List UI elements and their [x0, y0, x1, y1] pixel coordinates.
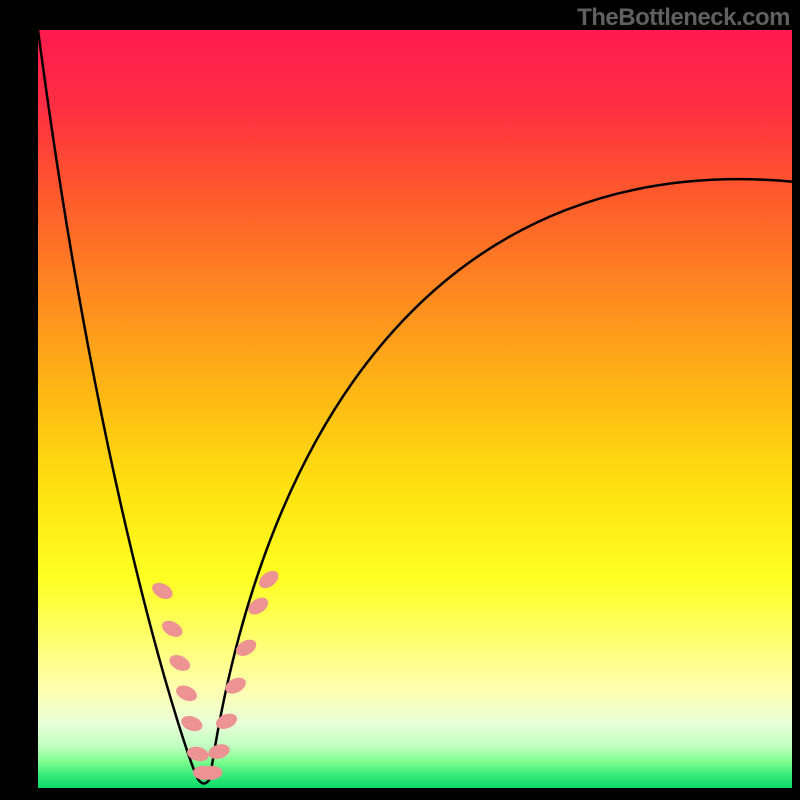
- gradient-background: [38, 30, 792, 788]
- bottleneck-curve-chart: [0, 0, 800, 800]
- watermark-text: TheBottleneck.com: [577, 4, 790, 32]
- chart-container: TheBottleneck.com: [0, 0, 800, 800]
